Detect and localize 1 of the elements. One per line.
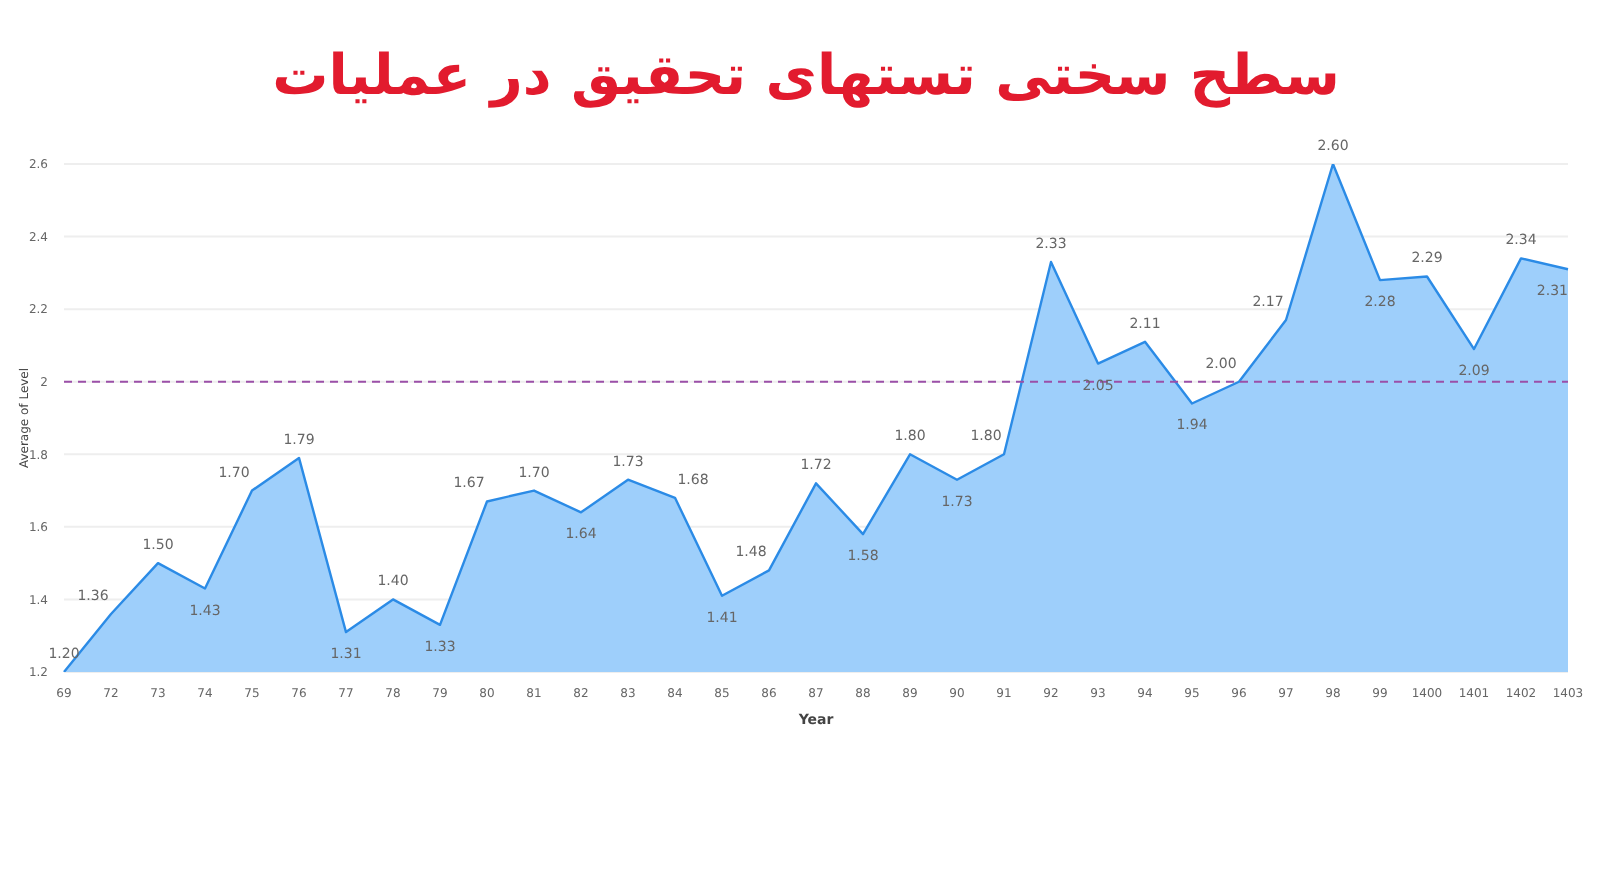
chart-title: سطح سختی تستهای تحقیق در عملیات [270, 40, 1342, 112]
